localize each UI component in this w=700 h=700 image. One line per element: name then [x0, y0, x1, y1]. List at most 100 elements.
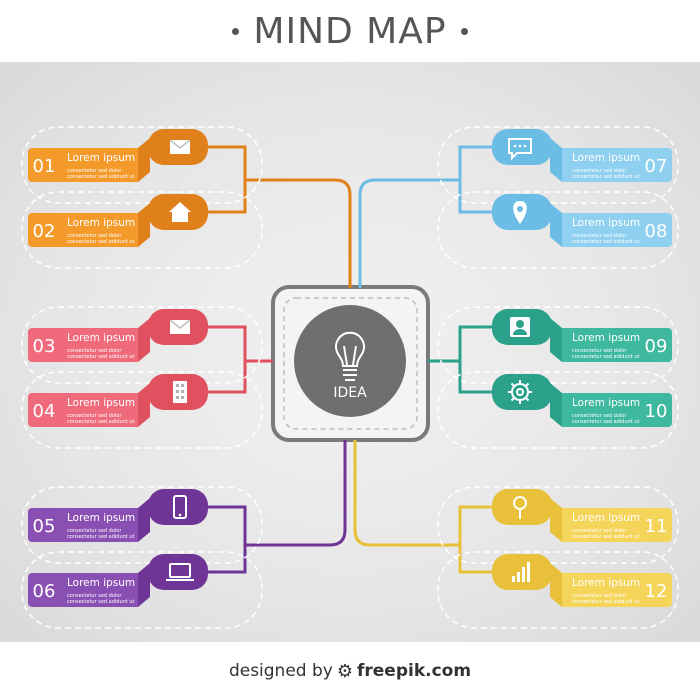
connector-09-10 [428, 325, 492, 394]
item-title: Lorem ipsum [572, 577, 640, 589]
center-node[interactable]: IDEA [271, 285, 430, 442]
item-number-chip [638, 508, 672, 542]
item-number-chip [638, 328, 672, 362]
item-fold [138, 318, 150, 362]
item-band [58, 393, 138, 427]
item-number-chip [28, 328, 62, 362]
item-number: 10 [645, 401, 668, 422]
item-number-chip [638, 213, 672, 247]
node-item-04[interactable]: 04 Lorem ipsum consectetur sed dolorconsec… [21, 371, 263, 449]
node-item-05[interactable]: 05 Lorem ipsum consectetur sed dolorconsec… [21, 486, 263, 564]
item-number: 01 [33, 156, 56, 177]
chat-icon [508, 138, 532, 161]
item-number: 07 [645, 156, 668, 177]
connector-05-06 [208, 440, 347, 574]
footer-designed-by: designed by [228, 661, 333, 681]
item-band [58, 148, 138, 182]
item-icon-pill [148, 554, 208, 590]
footer-brand[interactable]: freepik.com [356, 661, 472, 681]
item-fold [138, 138, 150, 182]
item-icon-pill [492, 129, 552, 165]
bar-chart-icon [512, 562, 530, 582]
node-item-08[interactable]: 08 Lorem ipsum consectetur sed dolorconsec… [437, 191, 679, 269]
envelope-icon [169, 319, 191, 334]
item-desc-1: consectetur sed dolor [67, 348, 122, 354]
item-desc-2: consectetur sed adidunt ut [572, 354, 640, 360]
item-desc-2: consectetur sed adidunt ut [67, 174, 135, 180]
item-desc-1: consectetur sed dolor [67, 528, 122, 534]
item-dashed-outline [437, 126, 679, 204]
item-desc-2: consectetur sed adidunt ut [67, 419, 135, 425]
item-fold [138, 203, 150, 247]
item-desc-1: consectetur sed dolor [572, 168, 627, 174]
user-icon [510, 317, 530, 337]
item-dashed-outline [21, 191, 263, 269]
item-band [562, 573, 642, 607]
node-item-11[interactable]: 11 Lorem ipsum consectetur sed dolorconsec… [437, 486, 679, 564]
item-desc-2: consectetur sed adidunt ut [67, 599, 135, 605]
item-number: 04 [33, 401, 56, 422]
item-dashed-outline [21, 551, 263, 629]
item-desc-1: consectetur sed dolor [67, 168, 122, 174]
map-pin-icon [513, 201, 527, 224]
item-number: 12 [645, 581, 668, 602]
node-item-12[interactable]: 12 Lorem ipsum consectetur sed dolorconsec… [437, 551, 679, 629]
item-title: Lorem ipsum [67, 512, 135, 524]
envelope-icon [169, 139, 191, 154]
item-desc-2: consectetur sed adidunt ut [67, 354, 135, 360]
node-item-07[interactable]: 07 Lorem ipsum consectetur sed dolorconsec… [437, 126, 679, 204]
title-dot-right [460, 27, 468, 35]
item-title: Lorem ipsum [67, 152, 135, 164]
footer: designed by ⚙ freepik.com [0, 642, 700, 700]
gear-icon [508, 380, 532, 404]
item-desc-1: consectetur sed dolor [572, 348, 627, 354]
item-desc-1: consectetur sed dolor [572, 413, 627, 419]
item-title: Lorem ipsum [67, 217, 135, 229]
item-fold [550, 203, 562, 247]
item-number-chip [28, 393, 62, 427]
search-icon [513, 496, 527, 519]
home-icon [169, 202, 191, 222]
item-desc-2: consectetur sed adidunt ut [67, 534, 135, 540]
item-dashed-outline [437, 371, 679, 449]
item-fold [550, 563, 562, 607]
node-item-09[interactable]: 09 Lorem ipsum consectetur sed dolorconsec… [437, 306, 679, 384]
item-band [58, 573, 138, 607]
node-item-02[interactable]: 02 Lorem ipsum consectetur sed dolorconsec… [21, 191, 263, 269]
laptop-icon [166, 563, 194, 581]
item-fold [550, 498, 562, 542]
connector-07-08 [358, 145, 492, 288]
building-icon [173, 381, 187, 403]
item-dashed-outline [21, 371, 263, 449]
item-title: Lorem ipsum [572, 152, 640, 164]
item-band [562, 213, 642, 247]
item-fold [138, 383, 150, 427]
item-icon-pill [148, 489, 208, 525]
item-title: Lorem ipsum [572, 397, 640, 409]
item-number-chip [28, 508, 62, 542]
item-title: Lorem ipsum [572, 512, 640, 524]
page-title: MIND MAP [253, 10, 447, 52]
item-title: Lorem ipsum [572, 332, 640, 344]
item-desc-1: consectetur sed dolor [67, 413, 122, 419]
item-dashed-outline [437, 551, 679, 629]
node-item-01[interactable]: 01 Lorem ipsum consectetur sed dolorconsec… [21, 126, 263, 204]
item-band [58, 508, 138, 542]
node-item-10[interactable]: 10 Lorem ipsum consectetur sed dolorconsec… [437, 371, 679, 449]
item-desc-2: consectetur sed adidunt ut [572, 599, 640, 605]
item-desc-2: consectetur sed adidunt ut [572, 534, 640, 540]
item-desc-2: consectetur sed adidunt ut [572, 174, 640, 180]
item-number: 09 [645, 336, 668, 357]
node-item-03[interactable]: 03 Lorem ipsum consectetur sed dolorconsec… [21, 306, 263, 384]
center-dashed-frame [283, 297, 418, 430]
item-fold [138, 563, 150, 607]
item-number-chip [638, 393, 672, 427]
node-item-06[interactable]: 06 Lorem ipsum consectetur sed dolorconsec… [21, 551, 263, 629]
connector-11-12 [353, 440, 492, 574]
item-fold [550, 383, 562, 427]
item-icon-pill [492, 489, 552, 525]
item-number: 11 [645, 516, 668, 537]
item-desc-1: consectetur sed dolor [67, 233, 122, 239]
